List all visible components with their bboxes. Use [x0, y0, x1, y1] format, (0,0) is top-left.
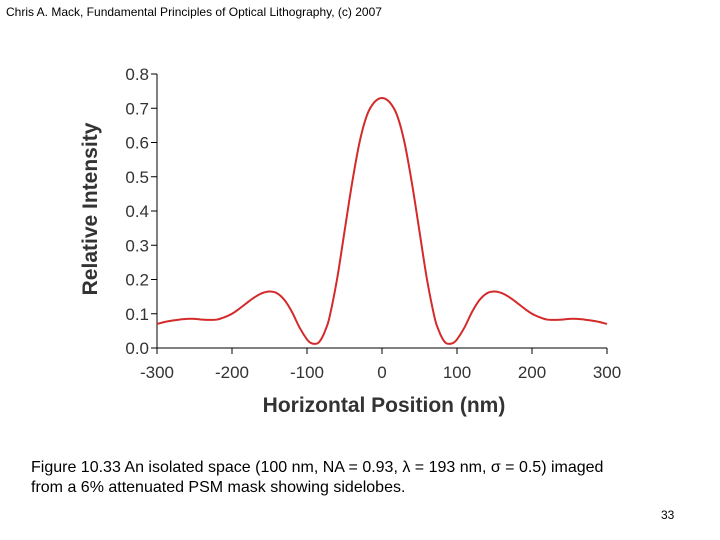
chart-ticks: 0.0 0.1 0.2 0.3 0.4 0.5 0.6 0.7 0.8 -300 -200 -100 0…	[125, 65, 621, 382]
y-tick-label: 0.3	[125, 236, 149, 255]
chart-series	[156, 96, 608, 345]
x-tick-label: 200	[518, 363, 546, 382]
y-axis-label: Relative Intensity	[79, 122, 102, 295]
y-tick-label: 0.5	[125, 168, 149, 187]
page-number: 33	[661, 508, 675, 522]
chart-axes	[156, 74, 607, 349]
intensity-chart: 0.0 0.1 0.2 0.3 0.4 0.5 0.6 0.7 0.8 -300 -200 -100 0…	[79, 65, 621, 417]
x-tick-label: 100	[443, 363, 471, 382]
header-text: Chris A. Mack, Fundamental Principles of…	[6, 5, 382, 19]
x-tick-label: -200	[215, 363, 249, 382]
y-tick-label: 0.1	[125, 305, 149, 324]
y-tick-label: 0.6	[125, 134, 149, 153]
x-tick-label: -100	[290, 363, 324, 382]
intensity-series-line	[156, 96, 608, 345]
x-tick-label: -300	[140, 363, 174, 382]
x-tick-label: 300	[593, 363, 621, 382]
caption-line-2: from a 6% attenuated PSM mask showing si…	[31, 479, 406, 496]
caption-line-1: Figure 10.33 An isolated space (100 nm, …	[31, 459, 604, 476]
figure-caption: Figure 10.33 An isolated space (100 nm, …	[31, 458, 701, 498]
x-axis-label: Horizontal Position (nm)	[263, 394, 506, 417]
y-tick-label: 0.7	[125, 99, 149, 118]
y-tick-label: 0.2	[125, 271, 149, 290]
x-tick-label: 0	[377, 363, 386, 382]
y-tick-label: 0.8	[125, 65, 149, 84]
y-tick-label: 0.0	[125, 339, 149, 358]
y-tick-label: 0.4	[125, 202, 149, 221]
